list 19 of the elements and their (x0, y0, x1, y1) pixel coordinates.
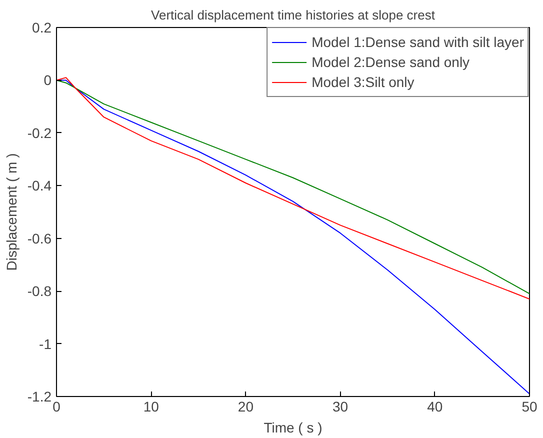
y-tick-label: -1.2 (27, 388, 52, 404)
legend-label: Model 2:Dense sand only (312, 54, 470, 70)
legend-label: Model 1:Dense sand with silt layer (312, 34, 524, 50)
legend-label: Model 3:Silt only (312, 74, 414, 90)
y-tick-label: -1 (39, 336, 52, 352)
y-tick-label: -0.4 (27, 178, 52, 194)
y-tick-label: 0.2 (32, 20, 52, 36)
x-tick-label: 30 (332, 398, 348, 414)
x-tick-label: 40 (427, 398, 443, 414)
y-tick-label: -0.2 (27, 124, 52, 141)
y-tick-label: 0 (44, 72, 52, 88)
chart-title: Vertical displacement time histories at slope crest (151, 8, 436, 22)
x-tick-label: 50 (522, 398, 538, 414)
y-tick-label: -0.6 (27, 230, 52, 246)
y-axis-title: Displacement ( m ) (3, 153, 20, 271)
x-axis-title: Time ( s ) (264, 420, 322, 436)
x-tick-label: 20 (238, 398, 254, 414)
x-tick-label: 10 (143, 398, 160, 414)
y-tick-label: -0.8 (27, 283, 52, 300)
